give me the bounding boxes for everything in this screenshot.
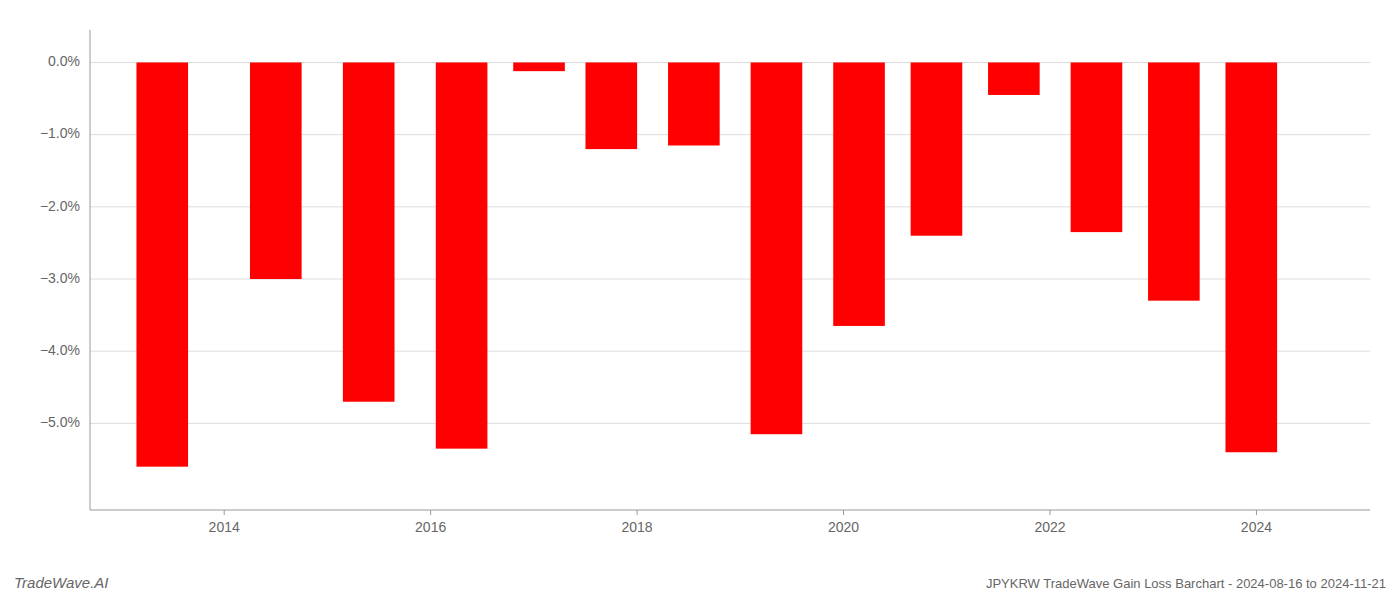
bar — [136, 62, 188, 466]
y-tick-labels: 0.0% −1.0% −2.0% −3.0% −4.0% −5.0% — [40, 53, 80, 430]
chart: 0.0%−1.0%−2.0%−3.0%−4.0%−5.0%20142016201… — [0, 0, 1400, 600]
bar — [988, 62, 1040, 94]
grid-line — [90, 351, 1370, 352]
x-tick-label: 2018 — [622, 519, 653, 535]
y-tick-label: −5.0% — [40, 414, 80, 430]
x-axis-line — [90, 509, 1370, 510]
bar — [343, 62, 395, 401]
x-tick — [637, 510, 638, 515]
grid — [90, 62, 1370, 423]
x-tick-labels: 2014 2016 2018 2020 2022 2024 — [209, 510, 1273, 535]
x-tick — [843, 510, 844, 515]
x-tick-label: 2014 — [209, 519, 240, 535]
x-tick — [224, 510, 225, 515]
x-tick — [1050, 510, 1051, 515]
x-tick-label: 2020 — [828, 519, 859, 535]
bars — [136, 62, 1277, 466]
x-tick-label: 2024 — [1241, 519, 1272, 535]
x-tick-label: 2016 — [415, 519, 446, 535]
y-tick-label: −4.0% — [40, 342, 80, 358]
title: JPYKRW TradeWave Gain Loss Barchart - 20… — [986, 576, 1386, 591]
bar — [250, 62, 302, 279]
x-tick — [430, 510, 431, 515]
bar — [1071, 62, 1123, 232]
x-tick-label: 2022 — [1034, 519, 1065, 535]
y-axis-line — [90, 30, 91, 510]
y-tick-label: −1.0% — [40, 125, 80, 141]
bar — [751, 62, 803, 434]
bar — [1225, 62, 1277, 452]
bar — [911, 62, 963, 235]
x-tick — [1256, 510, 1257, 515]
bar — [585, 62, 637, 149]
y-tick-label: −3.0% — [40, 270, 80, 286]
annotation: TradeWave.AI — [14, 574, 108, 591]
bar — [1148, 62, 1200, 300]
bar — [668, 62, 720, 145]
bar — [833, 62, 885, 325]
bar — [513, 62, 565, 71]
grid-line — [90, 423, 1370, 424]
y-tick-label: 0.0% — [48, 53, 80, 69]
bar — [436, 62, 488, 448]
axes — [90, 30, 1370, 510]
y-tick-label: −2.0% — [40, 198, 80, 214]
